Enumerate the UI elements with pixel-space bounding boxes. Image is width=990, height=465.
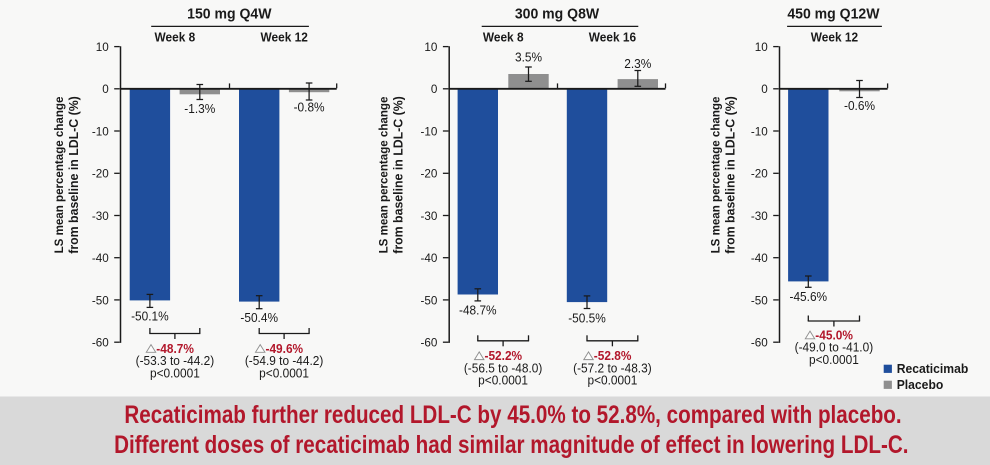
svg-text:from baseline in LDL-C (%): from baseline in LDL-C (%) <box>391 96 405 254</box>
svg-text:(-56.5 to -48.0): (-56.5 to -48.0) <box>464 361 543 375</box>
svg-text:-60: -60 <box>421 335 438 349</box>
svg-text:10: 10 <box>755 40 768 54</box>
svg-text:p<0.0001: p<0.0001 <box>809 353 859 367</box>
svg-text:Week 8: Week 8 <box>483 30 524 44</box>
svg-text:-20: -20 <box>92 166 109 180</box>
svg-text:p<0.0001: p<0.0001 <box>259 366 309 380</box>
svg-text:-48.7%: -48.7% <box>156 342 194 356</box>
svg-text:from baseline in LDL-C (%): from baseline in LDL-C (%) <box>67 96 81 254</box>
svg-text:Recaticimab further reduced LD: Recaticimab further reduced LDL-C by 45.… <box>124 400 901 428</box>
svg-text:p<0.0001: p<0.0001 <box>150 366 200 380</box>
svg-text:0: 0 <box>761 82 768 96</box>
svg-text:-50: -50 <box>92 293 109 307</box>
svg-text:(-53.3 to -44.2): (-53.3 to -44.2) <box>136 354 215 368</box>
svg-text:-52.2%: -52.2% <box>485 349 523 363</box>
svg-text:-40: -40 <box>751 251 768 265</box>
svg-text:150 mg Q4W: 150 mg Q4W <box>187 6 272 22</box>
svg-text:-50: -50 <box>421 293 438 307</box>
svg-text:-40: -40 <box>92 251 109 265</box>
svg-text:Week 16: Week 16 <box>589 30 637 44</box>
svg-text:10: 10 <box>424 40 437 54</box>
svg-text:-0.8%: -0.8% <box>294 100 325 114</box>
svg-text:-45.0%: -45.0% <box>815 328 853 342</box>
svg-text:LS mean percentage change: LS mean percentage change <box>52 96 66 253</box>
svg-text:Different doses of recaticimab: Different doses of recaticimab had simil… <box>114 430 908 458</box>
svg-text:LS mean percentage change: LS mean percentage change <box>376 96 390 253</box>
svg-text:300 mg Q8W: 300 mg Q8W <box>515 6 600 22</box>
svg-text:-30: -30 <box>751 209 768 223</box>
svg-text:-40: -40 <box>421 251 438 265</box>
svg-text:-50: -50 <box>751 293 768 307</box>
svg-text:-30: -30 <box>421 209 438 223</box>
svg-text:Week 12: Week 12 <box>811 30 859 44</box>
svg-text:(-49.0 to -41.0): (-49.0 to -41.0) <box>795 340 874 354</box>
svg-text:0: 0 <box>431 82 438 96</box>
svg-text:-45.6%: -45.6% <box>789 290 827 304</box>
svg-text:-20: -20 <box>751 166 768 180</box>
svg-text:Placebo: Placebo <box>897 378 944 392</box>
svg-text:p<0.0001: p<0.0001 <box>478 373 528 387</box>
svg-text:-49.6%: -49.6% <box>266 342 304 356</box>
svg-text:(-54.9 to -44.2): (-54.9 to -44.2) <box>245 354 324 368</box>
svg-text:-50.4%: -50.4% <box>240 311 278 325</box>
svg-text:-10: -10 <box>421 124 438 138</box>
svg-text:(-57.2 to -48.3): (-57.2 to -48.3) <box>573 361 652 375</box>
svg-text:-10: -10 <box>92 124 109 138</box>
svg-text:-30: -30 <box>92 209 109 223</box>
svg-text:10: 10 <box>96 40 109 54</box>
svg-text:-1.3%: -1.3% <box>184 102 215 116</box>
svg-text:2.3%: 2.3% <box>624 57 651 71</box>
svg-text:Week 8: Week 8 <box>155 30 196 44</box>
svg-text:0: 0 <box>102 82 109 96</box>
svg-text:-50.1%: -50.1% <box>131 309 169 323</box>
svg-text:LS mean percentage change: LS mean percentage change <box>708 96 722 253</box>
svg-text:450 mg Q12W: 450 mg Q12W <box>787 6 880 22</box>
svg-text:-50.5%: -50.5% <box>568 311 606 325</box>
svg-text:-60: -60 <box>92 335 109 349</box>
svg-text:-48.7%: -48.7% <box>459 303 497 317</box>
svg-text:Week 12: Week 12 <box>261 30 309 44</box>
svg-text:-60: -60 <box>751 335 768 349</box>
svg-text:3.5%: 3.5% <box>515 50 542 64</box>
svg-text:-0.6%: -0.6% <box>844 99 875 113</box>
svg-text:-52.8%: -52.8% <box>594 349 632 363</box>
svg-text:Recaticimab: Recaticimab <box>897 362 969 376</box>
svg-text:-20: -20 <box>421 166 438 180</box>
svg-text:-10: -10 <box>751 124 768 138</box>
svg-text:p<0.0001: p<0.0001 <box>587 373 637 387</box>
svg-text:from baseline in LDL-C (%): from baseline in LDL-C (%) <box>723 96 737 254</box>
